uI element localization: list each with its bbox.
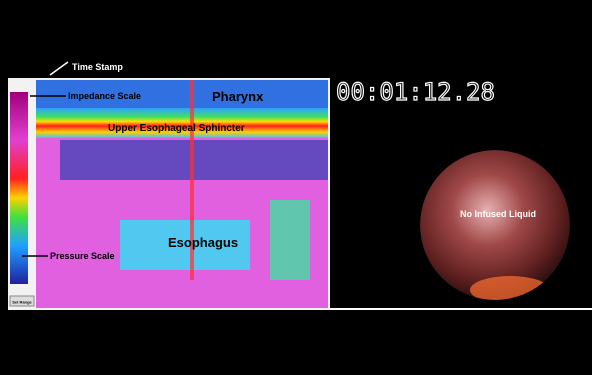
heatmap-patch [120,220,250,270]
button-label[interactable]: Set Range [12,300,32,305]
endoscopy-view [420,150,570,300]
label: Upper Esophageal Sphincter [108,123,245,134]
heatmap-spike [190,80,194,280]
color-scale [10,92,28,284]
label: Pressure Scale [50,251,115,261]
arrow [49,61,69,76]
label: Time Stamp [72,62,123,72]
heatmap-band [36,108,328,138]
label: Esophagus [168,235,238,250]
heatmap-patch [270,200,310,280]
label: Pharynx [212,89,264,104]
heatmap-top [36,80,328,110]
set-range-button[interactable] [9,295,35,307]
label: Impedance Scale [68,91,141,101]
label: No Infused Liquid [460,209,536,219]
timer: 00:01:12.28 [336,78,495,106]
